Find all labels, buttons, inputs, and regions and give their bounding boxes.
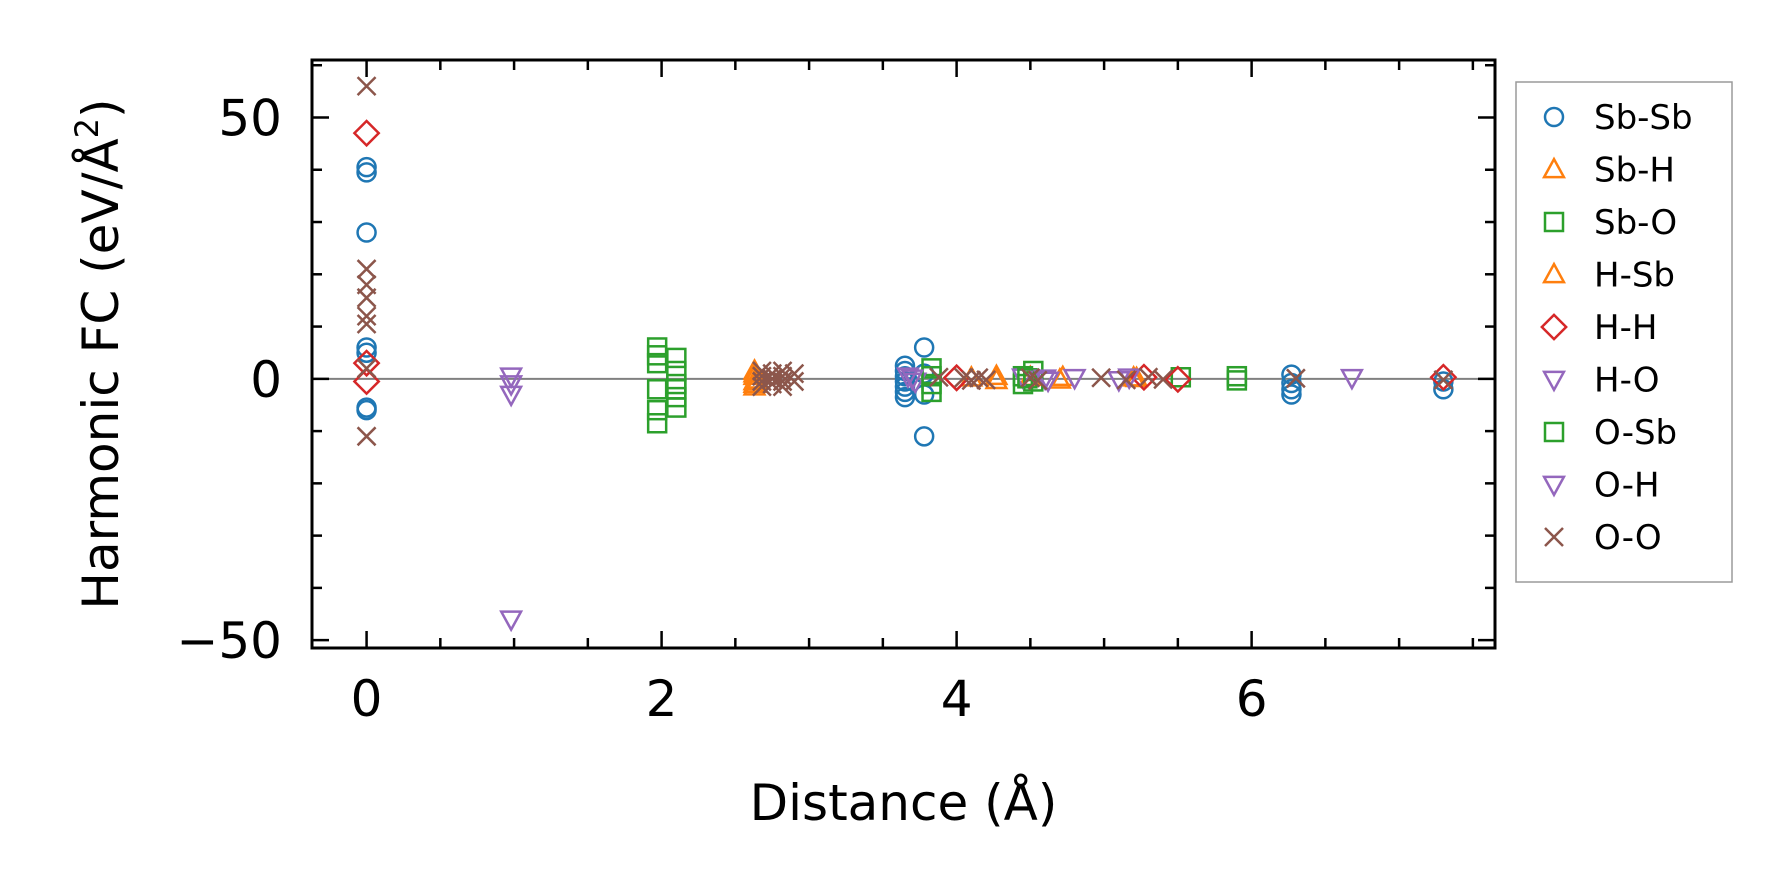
- legend-marker-sb-o: [1543, 211, 1565, 233]
- data-point-o-o: [1153, 369, 1173, 390]
- legend-marker-o-h: [1541, 475, 1567, 498]
- legend-label-h-o: H-O: [1594, 361, 1660, 401]
- plot-frame: [310, 58, 1497, 650]
- x-axis-title: Distance (Å): [750, 774, 1058, 832]
- data-point-sb-sb: [894, 386, 916, 408]
- data-point-o-o: [1020, 367, 1041, 388]
- data-point-o-o: [356, 259, 377, 279]
- data-point-sb-sb: [1281, 384, 1302, 405]
- series-h-h: [352, 119, 1458, 396]
- data-point-sb-o: [666, 360, 687, 382]
- data-point-sb-o: [666, 373, 687, 395]
- x-tick-label: 2: [646, 670, 678, 728]
- data-point-o-o: [356, 287, 377, 308]
- data-point-o-o: [1433, 369, 1454, 390]
- data-point-sb-o: [646, 379, 668, 400]
- data-point-h-o: [1339, 368, 1364, 391]
- data-point-o-o: [1285, 368, 1306, 389]
- data-point-o-o: [356, 358, 377, 379]
- data-point-sb-sb: [356, 222, 377, 243]
- data-point-o-o: [1091, 367, 1112, 388]
- data-point-h-o: [1062, 368, 1087, 391]
- x-tick-label: 4: [941, 670, 973, 728]
- data-point-h-o: [499, 385, 524, 408]
- legend-label-h-h: H-H: [1594, 308, 1657, 348]
- data-point-o-h: [900, 369, 925, 392]
- data-point-h-h: [352, 119, 381, 148]
- data-point-h-o: [499, 610, 524, 633]
- data-point-o-o: [784, 363, 805, 384]
- data-point-sb-sb: [894, 371, 916, 392]
- data-point-h-o: [895, 367, 920, 390]
- data-point-sb-o: [1226, 370, 1248, 391]
- legend-marker-sb-sb: [1543, 106, 1565, 128]
- data-point-h-o: [1036, 371, 1061, 394]
- data-point-sb-sb: [356, 342, 377, 363]
- series-o-o: [356, 76, 1454, 447]
- legend-label-o-sb: O-Sb: [1594, 413, 1677, 453]
- legend-marker-h-sb: [1541, 261, 1567, 284]
- legend-label-o-h: O-H: [1594, 466, 1660, 506]
- legend-label-sb-o: Sb-O: [1594, 203, 1677, 243]
- x-tick-label: 6: [1236, 670, 1268, 728]
- data-point-o-o: [929, 367, 949, 388]
- legend-marker-h-h: [1540, 313, 1568, 341]
- data-point-sb-sb: [1281, 379, 1302, 400]
- y-axis-title-close: ): [72, 98, 130, 118]
- data-point-sb-o: [646, 413, 668, 434]
- legend-marker-h-o: [1541, 370, 1567, 393]
- tick-labels-layer: 0 2 4 6 −50 0 50: [176, 89, 1267, 728]
- data-point-sb-sb: [913, 426, 935, 447]
- y-axis-title-main: Harmonic FC (eV/Å: [72, 138, 130, 609]
- data-point-sb-o: [1170, 367, 1192, 388]
- legend-label-h-sb: H-Sb: [1594, 256, 1675, 296]
- data-point-sb-o: [1012, 373, 1034, 395]
- data-point-sb-sb: [356, 162, 377, 183]
- data-point-sb-h: [984, 367, 1009, 390]
- data-point-sb-sb: [356, 156, 377, 178]
- data-point-o-o: [968, 367, 989, 388]
- data-point-o-sb: [646, 345, 668, 366]
- y-tick-label: −50: [176, 612, 282, 670]
- legend-label-sb-h: Sb-H: [1594, 151, 1675, 191]
- y-tick-label: 0: [250, 351, 282, 409]
- series-h-o: [499, 367, 1364, 633]
- y-axis-title: Harmonic FC (eV/Å2): [68, 98, 130, 609]
- legend-marker-o-o: [1544, 527, 1564, 547]
- data-point-sb-sb: [356, 397, 377, 418]
- legend-marker-o-sb: [1543, 421, 1565, 443]
- data-point-sb-sb: [913, 337, 935, 358]
- data-point-o-o: [1027, 370, 1048, 391]
- legend-label-o-o: O-O: [1594, 518, 1662, 558]
- data-point-sb-o: [666, 397, 687, 418]
- data-point-o-o: [961, 370, 982, 391]
- series-sb-sb: [356, 156, 1454, 447]
- tick-marks-layer: [312, 60, 1495, 648]
- data-point-o-o: [976, 369, 996, 390]
- data-points-layer: [352, 76, 1458, 633]
- legend-label-sb-sb: Sb-Sb: [1594, 98, 1693, 138]
- data-point-o-o: [784, 371, 805, 392]
- data-point-h-h: [352, 367, 381, 396]
- data-point-o-o: [1116, 369, 1137, 390]
- x-tick-label: 0: [351, 670, 383, 728]
- data-point-sb-sb: [356, 337, 377, 358]
- data-point-o-o: [356, 306, 377, 326]
- data-point-o-o: [356, 426, 377, 447]
- y-axis-title-superscript: 2: [68, 118, 106, 138]
- legend: Sb-Sb Sb-H Sb-O H-Sb H-H H-O O-Sb O-H O-O: [1515, 81, 1733, 583]
- data-point-h-h: [1163, 365, 1192, 394]
- data-point-sb-o: [666, 347, 687, 369]
- data-point-sb-o: [1226, 365, 1248, 387]
- legend-marker-sb-h: [1541, 156, 1567, 179]
- data-point-o-sb: [666, 379, 687, 400]
- data-point-o-o: [356, 76, 377, 97]
- y-tick-label: 50: [218, 89, 282, 147]
- data-point-sb-o: [646, 399, 668, 421]
- data-point-o-o: [954, 367, 974, 388]
- data-point-o-o: [356, 314, 377, 334]
- data-point-o-h: [499, 375, 524, 397]
